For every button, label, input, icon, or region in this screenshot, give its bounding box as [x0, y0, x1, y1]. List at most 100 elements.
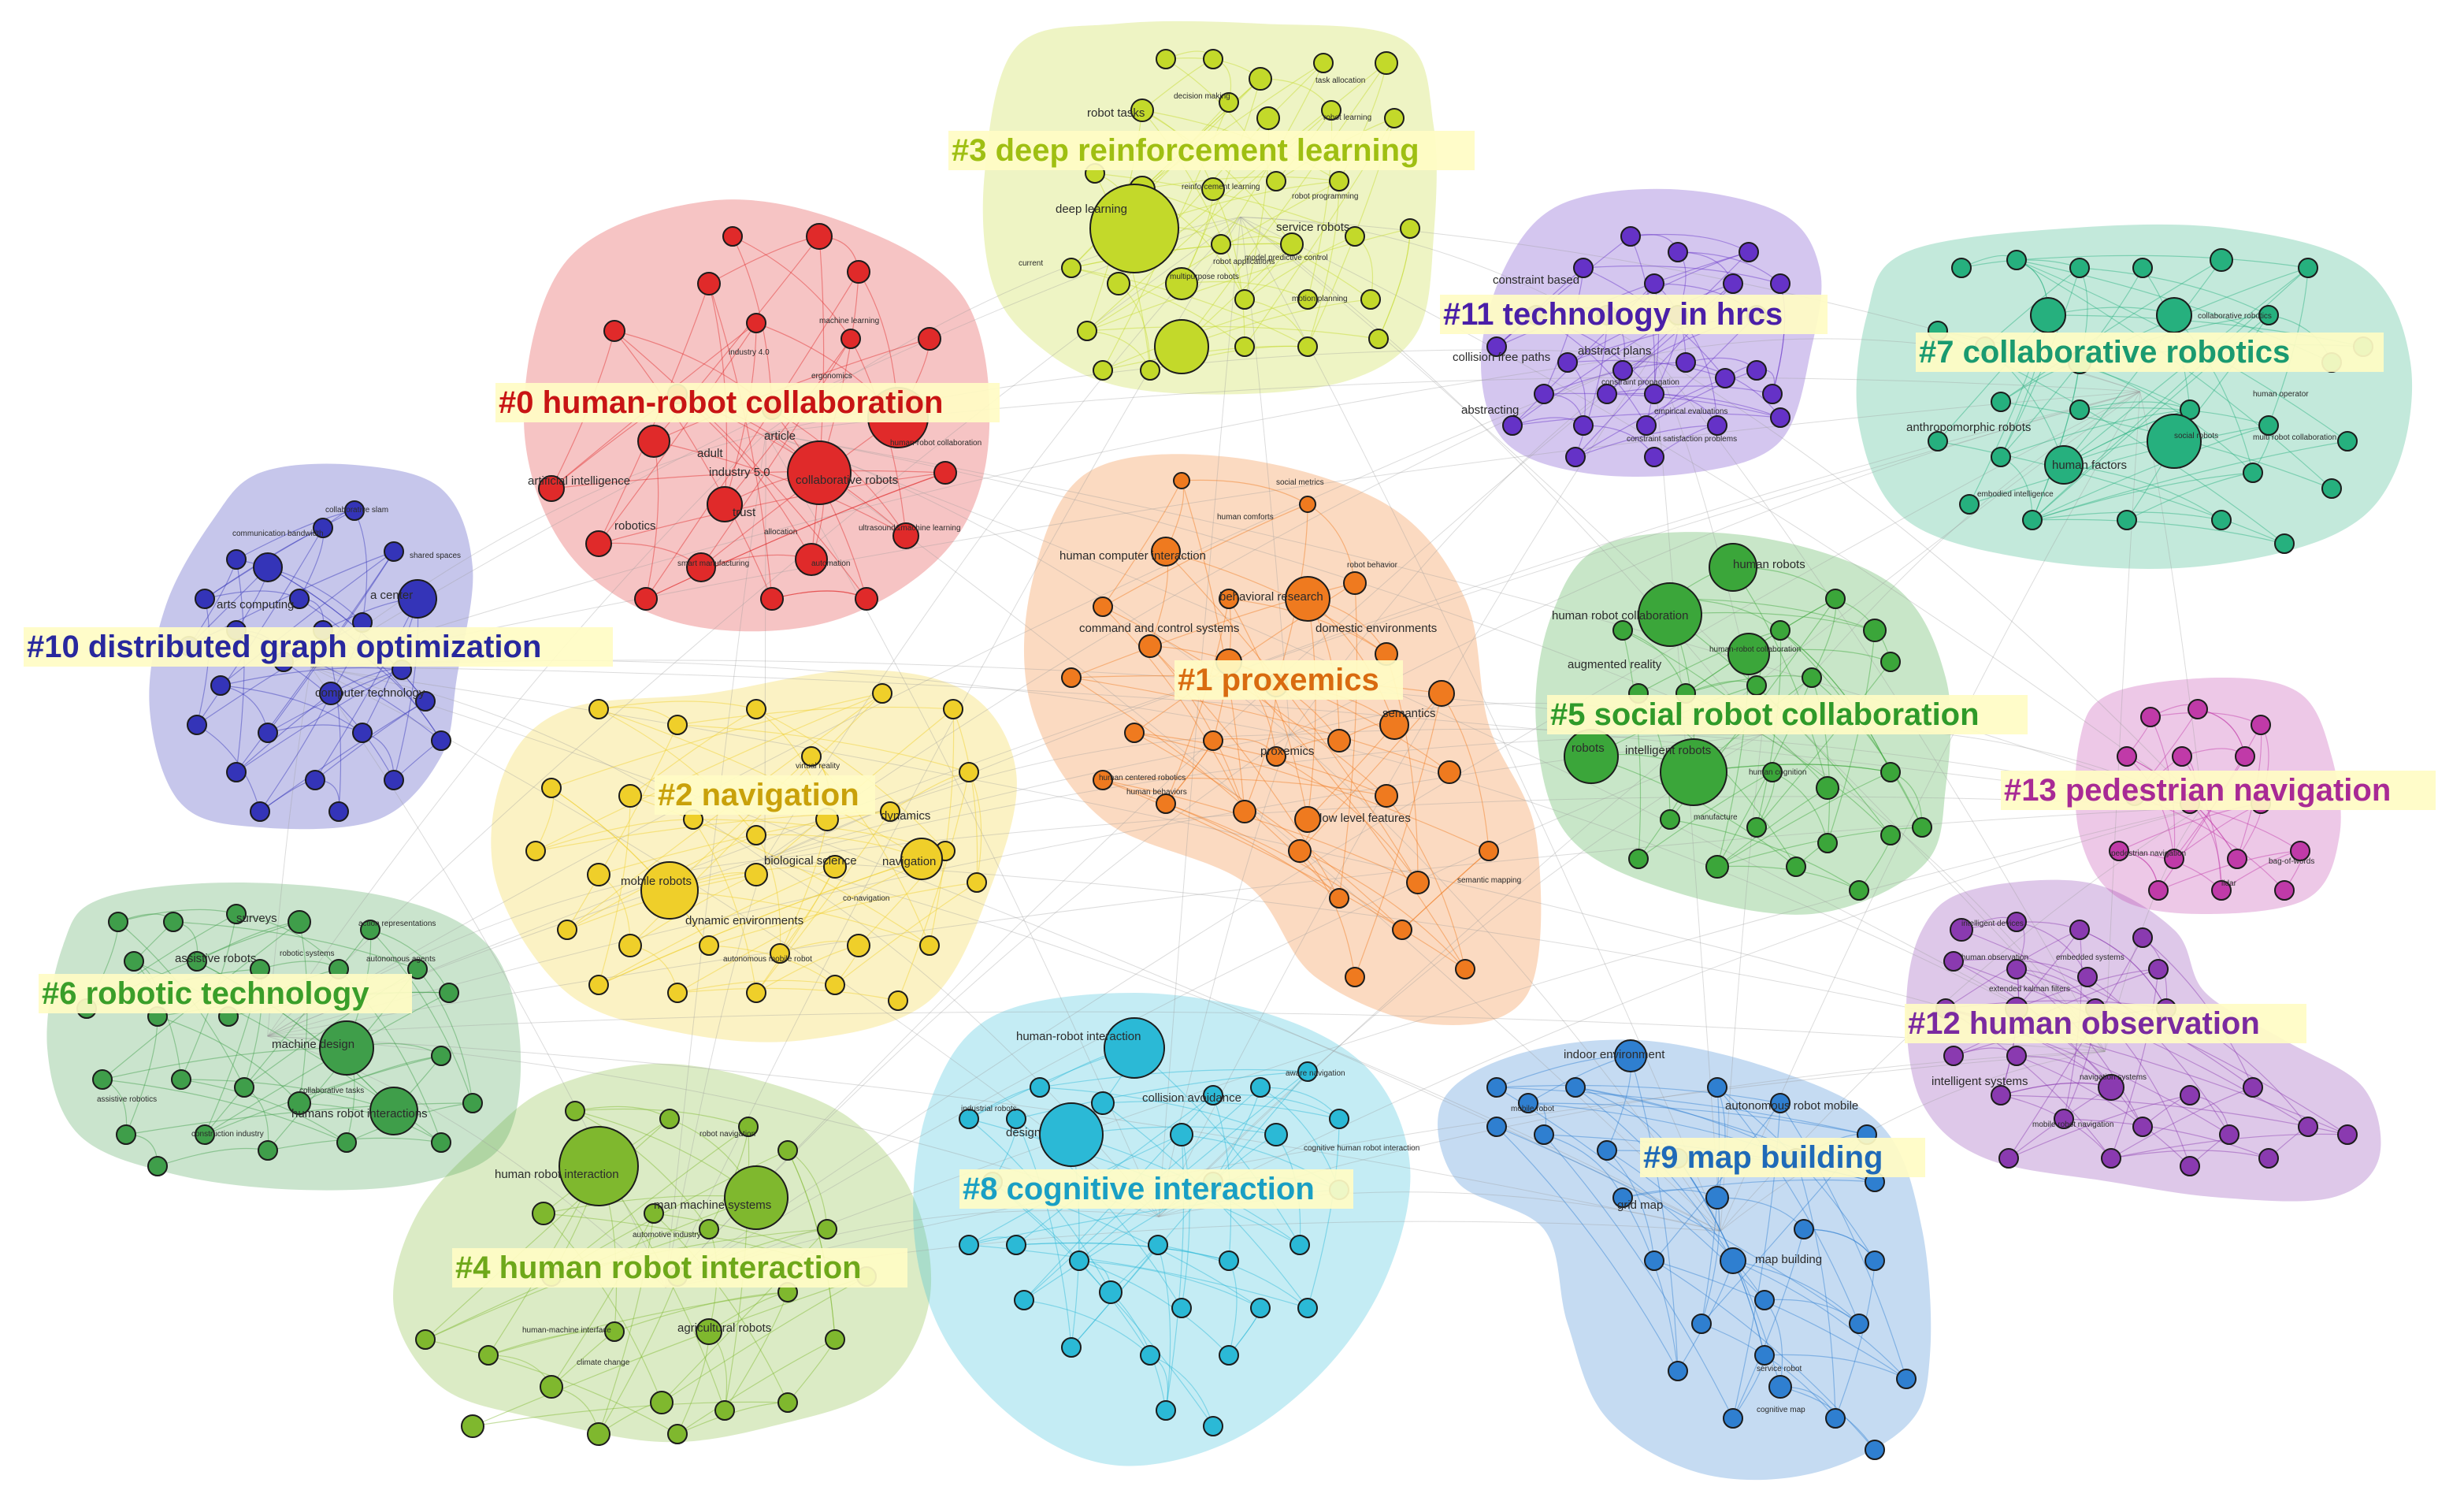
- keyword-node[interactable]: [1880, 652, 1901, 672]
- keyword-node[interactable]: [1290, 1235, 1310, 1255]
- keyword-node[interactable]: [1297, 289, 1318, 310]
- keyword-node[interactable]: [1762, 384, 1783, 404]
- keyword-node[interactable]: [398, 579, 437, 619]
- cluster-label-c7[interactable]: #7 collaborative robotics: [1919, 335, 2290, 370]
- keyword-node[interactable]: [1644, 447, 1664, 467]
- keyword-node[interactable]: [770, 943, 790, 964]
- keyword-node[interactable]: [2298, 1117, 2318, 1137]
- keyword-node[interactable]: [667, 983, 688, 1003]
- keyword-node[interactable]: [1691, 1314, 1712, 1334]
- keyword-node[interactable]: [2132, 1117, 2153, 1137]
- keyword-node[interactable]: [565, 1101, 585, 1121]
- keyword-node[interactable]: [1154, 319, 1209, 374]
- keyword-node[interactable]: [2211, 880, 2232, 901]
- keyword-node[interactable]: [2101, 1148, 2121, 1169]
- keyword-node[interactable]: [2117, 510, 2137, 530]
- keyword-node[interactable]: [1203, 1085, 1223, 1106]
- keyword-node[interactable]: [1089, 184, 1179, 273]
- keyword-node[interactable]: [1825, 589, 1846, 609]
- keyword-node[interactable]: [919, 935, 940, 956]
- keyword-node[interactable]: [1148, 1235, 1168, 1255]
- keyword-node[interactable]: [1943, 1046, 1964, 1066]
- keyword-node[interactable]: [1675, 352, 1696, 373]
- keyword-node[interactable]: [1951, 258, 1972, 278]
- keyword-node[interactable]: [1375, 784, 1398, 808]
- keyword-node[interactable]: [195, 1124, 215, 1145]
- keyword-node[interactable]: [1233, 800, 1256, 823]
- keyword-node[interactable]: [1156, 49, 1176, 69]
- keyword-node[interactable]: [892, 522, 919, 549]
- keyword-node[interactable]: [1534, 384, 1554, 404]
- keyword-node[interactable]: [1880, 825, 1901, 845]
- keyword-node[interactable]: [1746, 817, 1767, 838]
- keyword-node[interactable]: [2132, 258, 2153, 278]
- keyword-node[interactable]: [1928, 431, 1948, 452]
- keyword-node[interactable]: [1099, 1280, 1123, 1304]
- keyword-node[interactable]: [667, 1424, 688, 1444]
- keyword-node[interactable]: [461, 1414, 484, 1438]
- keyword-node[interactable]: [1297, 1061, 1318, 1082]
- keyword-node[interactable]: [2147, 414, 2202, 469]
- keyword-node[interactable]: [707, 486, 743, 522]
- keyword-node[interactable]: [2274, 533, 2295, 554]
- keyword-node[interactable]: [1256, 106, 1280, 130]
- keyword-node[interactable]: [558, 1126, 639, 1206]
- keyword-node[interactable]: [795, 543, 828, 576]
- keyword-node[interactable]: [1565, 1077, 1586, 1098]
- keyword-node[interactable]: [1234, 289, 1255, 310]
- keyword-node[interactable]: [540, 1375, 563, 1399]
- keyword-node[interactable]: [108, 912, 128, 932]
- cluster-label-c2[interactable]: #2 navigation: [658, 778, 859, 812]
- keyword-node[interactable]: [2077, 967, 2098, 987]
- keyword-node[interactable]: [1620, 226, 1641, 247]
- keyword-node[interactable]: [2235, 746, 2255, 767]
- keyword-node[interactable]: [1400, 218, 1420, 239]
- keyword-node[interactable]: [2132, 927, 2153, 948]
- keyword-node[interactable]: [525, 841, 546, 861]
- keyword-node[interactable]: [1061, 1337, 1082, 1358]
- keyword-node[interactable]: [1739, 242, 1759, 262]
- keyword-node[interactable]: [2006, 250, 2027, 270]
- keyword-node[interactable]: [2337, 1124, 2358, 1145]
- keyword-node[interactable]: [1211, 234, 1231, 255]
- keyword-node[interactable]: [900, 838, 943, 880]
- keyword-node[interactable]: [1754, 1345, 1775, 1366]
- keyword-node[interactable]: [1863, 619, 1887, 642]
- keyword-node[interactable]: [1723, 1408, 1743, 1429]
- keyword-node[interactable]: [880, 801, 900, 822]
- keyword-node[interactable]: [1880, 762, 1901, 782]
- keyword-node[interactable]: [1802, 667, 1822, 688]
- keyword-node[interactable]: [2109, 841, 2129, 861]
- keyword-node[interactable]: [234, 1077, 254, 1098]
- keyword-node[interactable]: [369, 1087, 418, 1135]
- keyword-node[interactable]: [841, 329, 861, 349]
- cluster-label-c9[interactable]: #9 map building: [1643, 1140, 1883, 1175]
- keyword-node[interactable]: [1234, 336, 1255, 357]
- keyword-node[interactable]: [1707, 1077, 1727, 1098]
- keyword-node[interactable]: [1329, 171, 1349, 191]
- keyword-node[interactable]: [2298, 258, 2318, 278]
- keyword-node[interactable]: [1896, 1369, 1917, 1389]
- cluster-label-c6[interactable]: #6 robotic technology: [42, 976, 369, 1011]
- keyword-node[interactable]: [1165, 267, 1198, 300]
- keyword-node[interactable]: [1705, 1186, 1729, 1210]
- keyword-node[interactable]: [1865, 1250, 1885, 1271]
- keyword-node[interactable]: [699, 1219, 719, 1239]
- keyword-node[interactable]: [431, 1046, 451, 1066]
- keyword-node[interactable]: [777, 1140, 798, 1161]
- keyword-node[interactable]: [587, 863, 610, 886]
- keyword-node[interactable]: [258, 1140, 278, 1161]
- keyword-node[interactable]: [195, 589, 215, 609]
- keyword-node[interactable]: [847, 934, 870, 957]
- keyword-node[interactable]: [319, 1020, 374, 1076]
- keyword-node[interactable]: [1288, 839, 1312, 863]
- keyword-node[interactable]: [226, 762, 247, 782]
- keyword-node[interactable]: [640, 861, 699, 920]
- keyword-node[interactable]: [1486, 1077, 1507, 1098]
- keyword-node[interactable]: [604, 1321, 625, 1342]
- keyword-node[interactable]: [1345, 967, 1365, 987]
- keyword-node[interactable]: [1597, 1140, 1617, 1161]
- keyword-node[interactable]: [744, 863, 768, 886]
- keyword-node[interactable]: [187, 951, 207, 972]
- keyword-node[interactable]: [823, 855, 847, 879]
